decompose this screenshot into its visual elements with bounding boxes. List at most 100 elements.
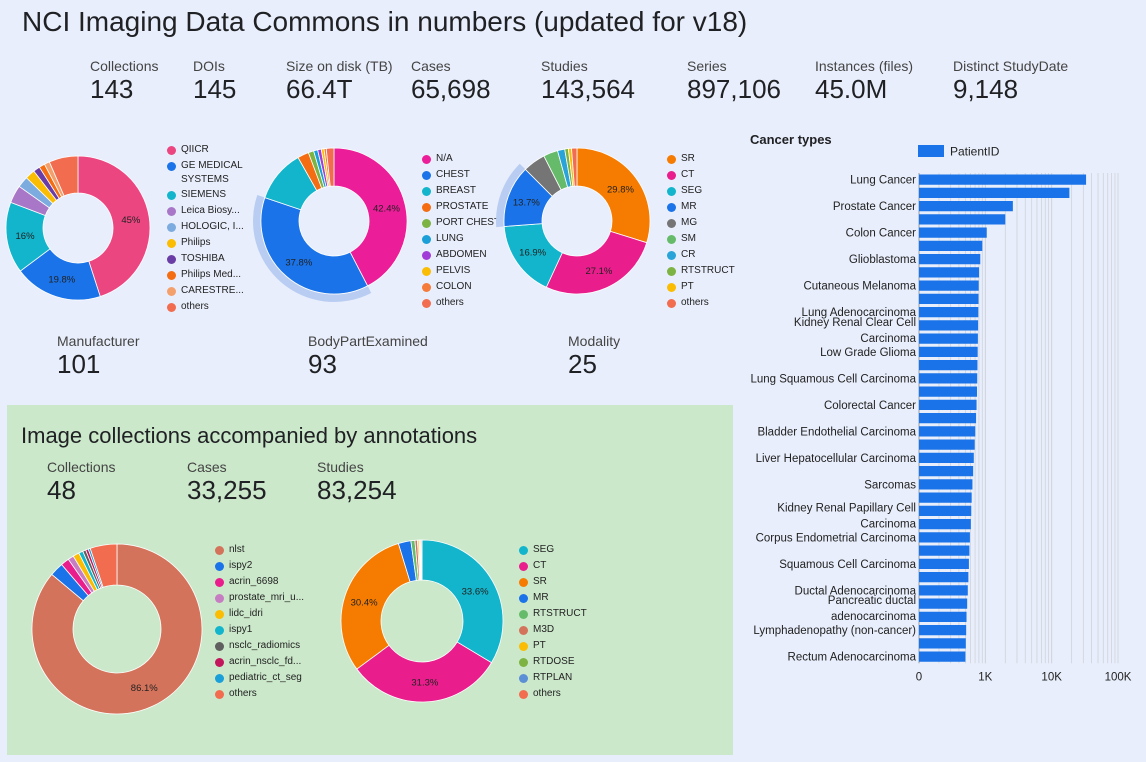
slice-others[interactable] (89, 543, 118, 588)
legend-swatch (667, 251, 676, 260)
slice-seg[interactable] (421, 539, 504, 664)
legend-swatch (519, 642, 528, 651)
anno-stat-value: 48 (47, 475, 76, 505)
bar-row-5[interactable] (919, 240, 983, 251)
slice-others[interactable] (571, 147, 578, 187)
bar-ductal-adenocarcinoma[interactable] (919, 585, 968, 596)
bar-row-22[interactable] (919, 466, 974, 477)
bar-liver-hepatocellular-carcinoma[interactable] (919, 452, 974, 463)
legend-swatch (422, 267, 431, 276)
slice-others[interactable] (325, 147, 335, 187)
count-value: 93 (308, 349, 337, 379)
bar-pancreatic-ductal-adenocarcinoma[interactable] (919, 598, 968, 609)
bar-corpus-endometrial-carcinoma[interactable] (919, 532, 970, 543)
bar-glioblastoma[interactable] (919, 254, 981, 265)
legend-swatch (667, 283, 676, 292)
bar-colorectal-cancer[interactable] (919, 399, 977, 410)
legend-swatch (519, 562, 528, 571)
bar-row-14[interactable] (919, 360, 978, 371)
category-label: Lung Squamous Cell Carcinoma (750, 373, 916, 385)
slice-nlst[interactable] (31, 543, 203, 715)
bar-squamous-cell-carcinoma[interactable] (919, 558, 969, 569)
stat-label: Studies (541, 58, 588, 74)
stat-dois: DOIs 145 (193, 58, 236, 104)
stat-value: 143,564 (541, 74, 635, 104)
slice-sr[interactable] (576, 147, 651, 244)
bar-low-grade-glioma[interactable] (919, 346, 978, 357)
stat-cases: Cases 65,698 (411, 58, 491, 104)
legend-label: RTDOSE (533, 656, 575, 667)
count-label: Modality (568, 333, 621, 349)
legend-label: prostate_mri_u... (229, 592, 305, 603)
bar-row-26[interactable] (919, 519, 971, 530)
legend-label: CR (681, 249, 696, 260)
legend-label: CHEST (436, 169, 470, 180)
count-value: 101 (57, 349, 101, 379)
bar-lung-squamous-cell-carcinoma[interactable] (919, 373, 978, 384)
slice-label: 19.8% (48, 274, 75, 285)
bar-lung-adenocarcinoma[interactable] (919, 307, 979, 318)
legend-swatch (167, 303, 176, 312)
legend-label: TOSHIBA (181, 253, 225, 264)
legend-label: lidc_idri (229, 608, 263, 619)
legend-label: nlst (229, 544, 245, 555)
category-label: Glioblastoma (849, 254, 917, 266)
bar-row-35[interactable] (919, 638, 966, 649)
stat-value: 45.0M (815, 74, 888, 104)
legend-swatch (215, 594, 224, 603)
bar-row-7[interactable] (919, 267, 980, 278)
anno-stat-value: 83,254 (317, 475, 397, 505)
slice-label: 27.1% (585, 266, 612, 277)
stat-label: Cases (411, 58, 451, 74)
legend-swatch (667, 155, 676, 164)
slice-label: 45% (121, 215, 141, 226)
bar-kidney-renal-papillary-cell-carcinoma[interactable] (919, 505, 972, 516)
legend-swatch (422, 187, 431, 196)
bar-rectum-adenocarcinoma[interactable] (919, 651, 966, 662)
slice-label: 31.3% (411, 677, 438, 688)
bar-row-28[interactable] (919, 545, 970, 556)
bar-sarcomas[interactable] (919, 479, 973, 490)
bar-prostate-cancer[interactable] (919, 201, 1013, 212)
slice-ct[interactable] (356, 641, 493, 703)
slice-others[interactable] (48, 155, 79, 197)
bar-row-30[interactable] (919, 572, 969, 583)
bar-bladder-endothelial-carcinoma[interactable] (919, 426, 976, 437)
legend-swatch (519, 546, 528, 555)
bar-row-9[interactable] (919, 293, 979, 304)
bar-row-3[interactable] (919, 214, 1006, 225)
slice-sr[interactable] (340, 543, 411, 670)
category-label: Lung Adenocarcinoma (802, 307, 917, 319)
bar-row-18[interactable] (919, 413, 977, 424)
slice-label: 13.7% (513, 198, 540, 209)
legend-swatch (667, 219, 676, 228)
slice-label: 86.1% (131, 683, 158, 694)
bar-row-12[interactable] (919, 333, 978, 344)
bar-row-24[interactable] (919, 492, 972, 503)
bar-row-1[interactable] (919, 187, 1070, 198)
category-label: Rectum Adenocarcinoma (788, 652, 917, 664)
legend-swatch (667, 187, 676, 196)
slice-ct[interactable] (545, 230, 648, 295)
bar-lung-cancer[interactable] (919, 174, 1087, 185)
stat-value: 897,106 (687, 74, 781, 104)
bar-colon-cancer[interactable] (919, 227, 987, 238)
bar-row-16[interactable] (919, 386, 978, 397)
legend-swatch (519, 610, 528, 619)
cancer-types-title: Cancer types (750, 132, 832, 147)
slice-qiicr[interactable] (77, 155, 151, 297)
bar-row-20[interactable] (919, 439, 975, 450)
slice-chest[interactable] (260, 197, 369, 295)
stat-label: Series (687, 58, 727, 74)
bar-row-33[interactable] (919, 611, 967, 622)
category-label: Bladder Endothelial Carcinoma (757, 426, 916, 438)
category-label: Kidney Renal Papillary Cell (777, 502, 916, 514)
slice-n-a[interactable] (333, 147, 408, 287)
legend-swatch (215, 562, 224, 571)
slice-label: 16% (16, 231, 36, 242)
legend-label: MR (533, 592, 549, 603)
bar-kidney-renal-clear-cell-carcinoma[interactable] (919, 320, 979, 331)
slice-others[interactable] (420, 539, 423, 581)
bar-cutaneous-melanoma[interactable] (919, 280, 979, 291)
bar-lymphadenopathy-non-cancer[interactable] (919, 625, 967, 636)
